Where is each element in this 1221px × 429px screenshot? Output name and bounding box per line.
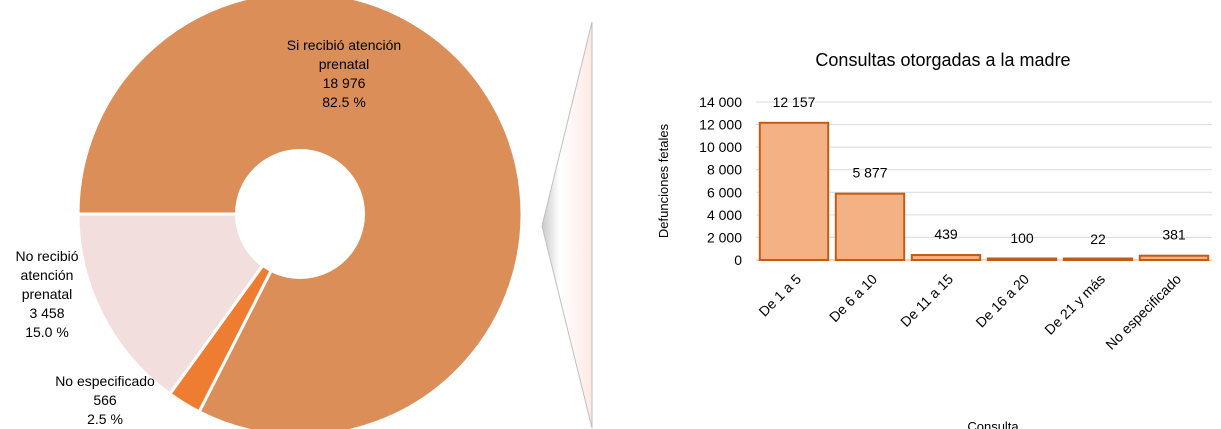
- donut-label: No recibió: [15, 248, 78, 264]
- bar-value-label: 12 157: [773, 94, 816, 110]
- donut-label: 2.5 %: [87, 411, 123, 427]
- y-tick-label: 4 000: [707, 207, 742, 223]
- y-tick-label: 6 000: [707, 184, 742, 200]
- y-tick-label: 10 000: [699, 139, 742, 155]
- x-tick-label: De 1 a 5: [755, 271, 804, 320]
- donut-label: 3 458: [29, 305, 64, 321]
- bar-value-label: 381: [1162, 227, 1186, 243]
- bar: [910, 254, 982, 262]
- x-tick-label: De 11 a 15: [897, 271, 956, 330]
- donut-label: Si recibió atención: [287, 37, 401, 53]
- donut-slice: [76, 212, 303, 396]
- donut-label: atención: [21, 267, 74, 283]
- donut-label: prenatal: [319, 56, 370, 72]
- bar: [834, 192, 906, 261]
- donut-chart: Si recibió atención prenatal 18 976 82.5 % N…: [15, 0, 524, 429]
- bar-value-label: 100: [1010, 230, 1034, 246]
- bar: [986, 257, 1058, 261]
- donut-label: 82.5 %: [322, 94, 366, 110]
- y-tick-label: 14 000: [699, 94, 742, 110]
- bar: [1138, 254, 1210, 262]
- x-tick-label: No especificado: [1102, 271, 1184, 353]
- donut-label: No especificado: [55, 373, 155, 389]
- y-axis-title: Defunciones fetales: [656, 123, 671, 238]
- bar-chart-title: Consultas otorgadas a la madre: [815, 50, 1070, 70]
- bar: [1062, 257, 1134, 261]
- connector-callout: [541, 21, 593, 429]
- bar-chart: Consultas otorgadas a la madre Defuncion…: [656, 50, 1212, 429]
- x-tick-label: De 16 a 20: [972, 271, 1032, 331]
- x-tick-label: De 6 a 10: [826, 271, 880, 325]
- donut-label: prenatal: [22, 286, 73, 302]
- y-tick-label: 12 000: [699, 117, 742, 133]
- donut-hole: [235, 149, 365, 279]
- donut-label: 566: [93, 392, 117, 408]
- y-tick-label: 2 000: [707, 229, 742, 245]
- bar-value-label: 22: [1090, 231, 1106, 247]
- y-tick-label: 8 000: [707, 162, 742, 178]
- bar: [758, 121, 830, 261]
- y-tick-label: 0: [734, 252, 742, 268]
- x-tick-label: De 21 y más: [1041, 271, 1108, 338]
- bar-value-label: 439: [934, 226, 958, 242]
- x-axis-title: Consulta: [967, 419, 1019, 429]
- donut-label: 15.0 %: [25, 324, 69, 340]
- bar-value-label: 5 877: [852, 165, 887, 181]
- donut-label: 18 976: [323, 75, 366, 91]
